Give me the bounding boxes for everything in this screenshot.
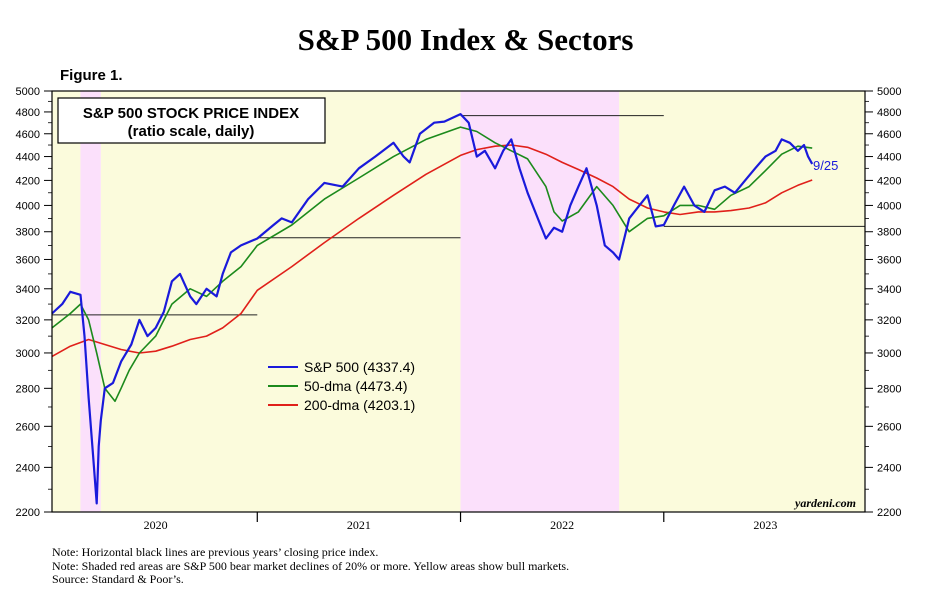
axes: 2200 2200 2400 2400 2600 2600 2800 2800 3000 3000… xyxy=(16,86,902,532)
bear-market-area-1 xyxy=(460,91,620,512)
y-tick-label-left-2: 2600 xyxy=(16,421,40,433)
note-line-1: Note: Horizontal black lines are previou… xyxy=(52,545,379,559)
legend: S&P 500 (4337.4) 50-dma (4473.4) 200-dma… xyxy=(268,359,415,413)
chart-title-box xyxy=(57,97,326,144)
x-tick-label-3: 2023 xyxy=(753,518,777,532)
y-tick-label-right-13: 4800 xyxy=(877,107,901,119)
y-tick-label-right-7: 3600 xyxy=(877,254,901,266)
y-tick-label-left-9: 4000 xyxy=(16,200,40,212)
y-tick-label-left-13: 4800 xyxy=(16,107,40,119)
bull-market-area-0 xyxy=(52,91,81,512)
y-tick-label-left-0: 2200 xyxy=(16,507,40,519)
plot-frame xyxy=(51,90,866,513)
series-line-2 xyxy=(51,144,813,358)
series-lines xyxy=(51,112,814,505)
y-tick-label-right-1: 2400 xyxy=(877,462,901,474)
y-tick-label-left-8: 3800 xyxy=(16,227,40,239)
y-tick-label-left-6: 3400 xyxy=(16,284,40,296)
y-tick-label-left-7: 3600 xyxy=(16,254,40,266)
y-tick-label-left-3: 2800 xyxy=(16,383,40,395)
y-tick-label-left-11: 4400 xyxy=(16,152,40,164)
y-tick-label-left-5: 3200 xyxy=(16,315,40,327)
series-line-1 xyxy=(51,126,813,403)
y-tick-label-right-6: 3400 xyxy=(877,284,901,296)
note-line-3: Source: Standard & Poor’s. xyxy=(52,572,184,586)
series-line-0 xyxy=(51,112,814,505)
chart-subtitle: (ratio scale, daily) xyxy=(128,123,255,140)
y-tick-label-right-5: 3200 xyxy=(877,315,901,327)
note-line-2: Note: Shaded red areas are S&P 500 bear … xyxy=(52,558,570,573)
legend-label-200dma: 200-dma (4203.1) xyxy=(304,397,415,413)
bull-market-area-2 xyxy=(619,91,865,512)
main-title: S&P 500 Index & Sectors xyxy=(297,22,634,57)
y-tick-label-left-14: 5000 xyxy=(16,86,40,98)
y-tick-label-right-10: 4200 xyxy=(877,175,901,187)
y-tick-label-right-9: 4000 xyxy=(877,200,901,212)
y-tick-label-right-0: 2200 xyxy=(877,507,901,519)
y-tick-label-left-10: 4200 xyxy=(16,175,40,187)
notes: Note: Horizontal black lines are previou… xyxy=(52,545,570,587)
y-tick-label-right-4: 3000 xyxy=(877,348,901,360)
y-tick-label-right-11: 4400 xyxy=(877,152,901,164)
y-tick-label-right-14: 5000 xyxy=(877,86,901,98)
x-tick-label-0: 2020 xyxy=(144,518,168,532)
legend-label-sp500: S&P 500 (4337.4) xyxy=(304,359,415,375)
bull-market-area-1 xyxy=(100,91,461,512)
y-tick-label-left-4: 3000 xyxy=(16,348,40,360)
chart-title: S&P 500 STOCK PRICE INDEX xyxy=(83,105,299,122)
y-tick-label-left-1: 2400 xyxy=(16,462,40,474)
y-tick-label-right-3: 2800 xyxy=(877,383,901,395)
figure-label: Figure 1. xyxy=(60,67,123,84)
market-shading xyxy=(52,91,865,512)
legend-label-50dma: 50-dma (4473.4) xyxy=(304,378,408,394)
y-tick-label-right-8: 3800 xyxy=(877,227,901,239)
bear-market-area-0 xyxy=(80,91,101,512)
watermark: yardeni.com xyxy=(793,496,856,510)
y-tick-label-right-2: 2600 xyxy=(877,421,901,433)
x-tick-label-1: 2021 xyxy=(347,518,371,532)
x-tick-label-2: 2022 xyxy=(550,518,574,532)
y-tick-label-left-12: 4600 xyxy=(16,129,40,141)
date-annotation: 9/25 xyxy=(813,158,838,173)
previous-year-close-lines xyxy=(52,115,865,316)
y-tick-label-right-12: 4600 xyxy=(877,129,901,141)
